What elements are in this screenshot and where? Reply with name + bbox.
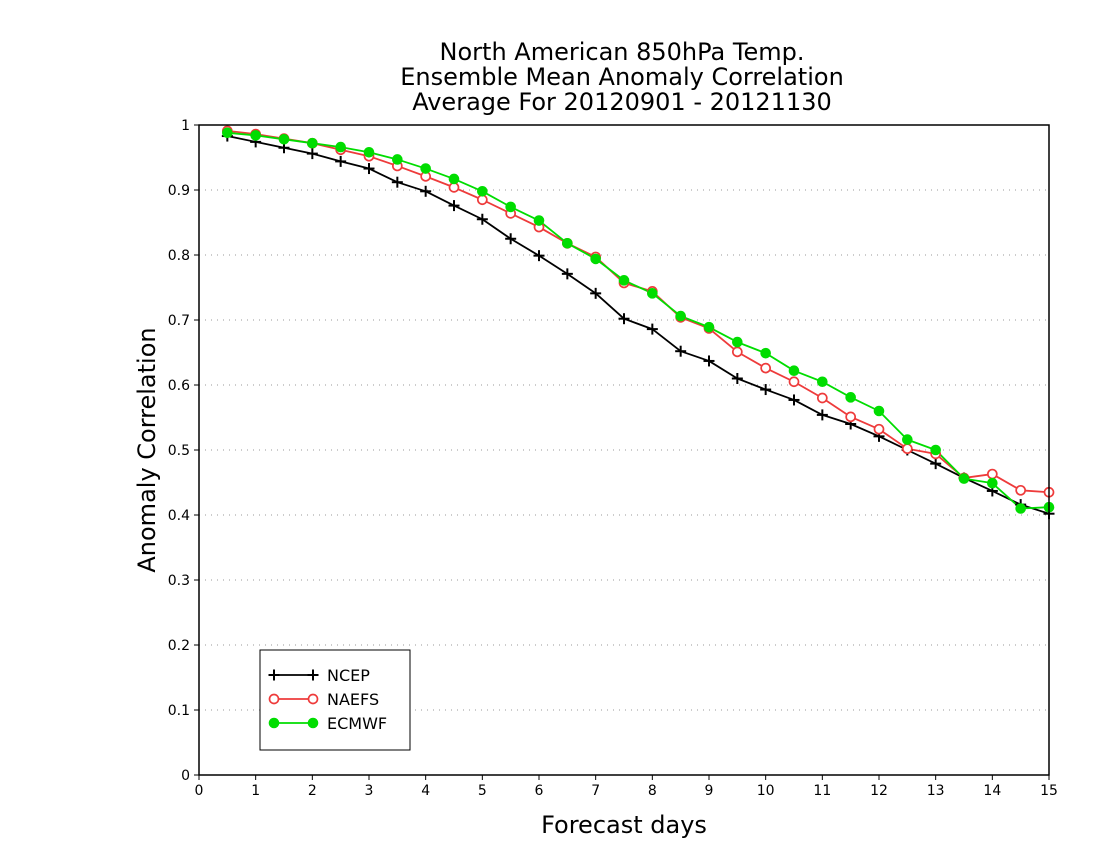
point-marker: [268, 717, 280, 729]
x-tick-label: 12: [870, 783, 888, 799]
plot-frame: [198, 124, 1050, 776]
point-marker: [987, 477, 998, 489]
x-tick-label: 3: [365, 783, 374, 799]
series-line-naefs: [226, 129, 1050, 494]
x-tick-label: 9: [705, 783, 714, 799]
legend-box: [259, 649, 411, 751]
x-tick-label: 0: [195, 783, 204, 799]
point-marker: [618, 275, 630, 286]
series-line-ncep: [226, 135, 1050, 515]
point-marker: [901, 443, 913, 455]
point-marker: [788, 376, 800, 388]
y-tick-label: 0.9: [168, 183, 190, 199]
legend-label-naefs: NAEFS: [327, 690, 379, 709]
point-marker: [845, 392, 856, 403]
series-lines: [226, 129, 1050, 515]
y-tick-label: 0.2: [168, 638, 190, 654]
point-marker: [986, 468, 998, 480]
point-marker: [703, 321, 715, 333]
point-marker: [533, 215, 545, 226]
point-marker: [505, 201, 516, 213]
point-marker: [1015, 503, 1026, 514]
point-marker: [307, 693, 319, 705]
legend-label-ncep: NCEP: [327, 666, 370, 685]
point-marker: [930, 444, 941, 456]
point-marker: [278, 134, 290, 145]
point-marker: [845, 411, 857, 423]
point-marker: [590, 253, 601, 265]
legend-items: NCEP NAEFS ECMWF: [268, 666, 387, 733]
legend-label-ecmwf: ECMWF: [327, 714, 387, 733]
y-tick-label: 0.8: [168, 248, 190, 264]
point-marker: [873, 423, 885, 435]
point-marker: [647, 288, 658, 299]
x-tick-label: 8: [648, 783, 657, 799]
point-marker: [268, 693, 280, 705]
gridlines: [199, 189, 1049, 711]
point-marker: [873, 405, 885, 417]
point-marker: [816, 392, 828, 404]
y-tick-label: 0.6: [168, 378, 190, 394]
point-marker: [448, 173, 460, 185]
x-tick-label: 14: [983, 783, 1001, 799]
y-tick-label: 0.3: [168, 573, 190, 589]
legend: NCEP NAEFS ECMWF: [259, 649, 411, 751]
series-markers-naefs: [221, 125, 1055, 498]
point-marker: [420, 163, 431, 174]
point-marker: [477, 186, 488, 197]
point-marker: [222, 127, 233, 139]
x-tick-label: 1: [251, 783, 260, 799]
title-line-1: North American 850hPa Temp.: [440, 38, 805, 66]
point-marker: [732, 336, 743, 348]
series-markers-ecmwf: [222, 127, 1055, 514]
x-tick-label: 10: [757, 783, 775, 799]
point-marker: [675, 310, 686, 322]
x-tick-label: 5: [478, 783, 487, 799]
axis-ticks: 00.10.20.30.40.50.60.70.80.910 1 2 3 4 5 6 7 8 9 1…: [168, 118, 1058, 799]
y-tick-label: 0.5: [168, 443, 190, 459]
point-marker: [307, 717, 319, 729]
x-tick-label: 6: [535, 783, 544, 799]
point-marker: [760, 347, 771, 359]
point-marker: [392, 154, 403, 165]
point-marker: [307, 137, 318, 149]
chart-title: North American 850hPa Temp. Ensemble Mea…: [400, 38, 844, 116]
x-axis-label: Forecast days: [541, 811, 707, 839]
x-tick-label: 2: [308, 783, 317, 799]
x-tick-label: 11: [813, 783, 831, 799]
point-marker: [476, 194, 488, 206]
point-marker: [817, 376, 828, 388]
title-line-3: Average For 20120901 - 20121130: [412, 88, 832, 116]
point-marker: [250, 130, 261, 141]
x-tick-label: 4: [421, 783, 430, 799]
point-marker: [788, 365, 800, 377]
y-tick-label: 0: [181, 768, 190, 784]
y-tick-label: 0.7: [168, 313, 190, 329]
y-axis-label: Anomaly Correlation: [133, 327, 161, 572]
title-line-2: Ensemble Mean Anomaly Correlation: [400, 63, 844, 91]
x-tick-label: 7: [591, 783, 600, 799]
point-marker: [1015, 484, 1027, 496]
point-marker: [363, 147, 375, 158]
point-marker: [958, 473, 970, 484]
y-tick-label: 0.4: [168, 508, 190, 524]
x-tick-label: 15: [1040, 783, 1058, 799]
x-tick-label: 13: [927, 783, 945, 799]
point-marker: [902, 434, 913, 445]
y-tick-label: 0.1: [168, 703, 190, 719]
point-marker: [760, 362, 772, 374]
point-marker: [731, 346, 743, 358]
point-marker: [562, 238, 573, 249]
point-marker: [335, 141, 346, 153]
y-tick-label: 1: [181, 118, 190, 134]
point-marker: [448, 182, 460, 193]
